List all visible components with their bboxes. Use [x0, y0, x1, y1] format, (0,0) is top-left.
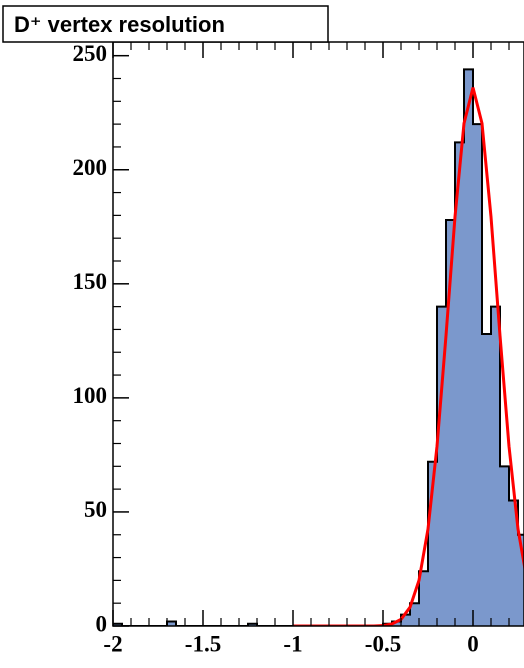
x-tick-label: -1	[283, 631, 302, 656]
plot-area	[113, 68, 524, 626]
bar	[410, 603, 419, 626]
x-tick-label: -2	[103, 631, 122, 656]
y-tick-label: 200	[73, 155, 108, 180]
bar	[500, 466, 509, 626]
chart-title: D⁺ vertex resolution	[14, 12, 225, 37]
bar	[455, 142, 464, 626]
histogram-outline	[113, 68, 524, 626]
bar	[509, 500, 518, 626]
y-tick-label: 150	[73, 269, 108, 294]
y-tick-label: 50	[84, 497, 107, 522]
x-tick-label: -0.5	[365, 631, 401, 656]
bar	[419, 571, 428, 626]
x-tick-label: -1.5	[185, 631, 221, 656]
bar	[491, 306, 500, 626]
y-tick-label: 0	[96, 611, 108, 636]
bar	[464, 69, 473, 626]
bar	[482, 334, 491, 626]
y-tick-label: 250	[73, 41, 108, 66]
bar	[473, 124, 482, 626]
x-tick-label: 0	[467, 631, 479, 656]
y-tick-label: 100	[73, 383, 108, 408]
bar	[167, 621, 176, 626]
title-box	[2, 5, 329, 43]
bar	[437, 306, 446, 626]
